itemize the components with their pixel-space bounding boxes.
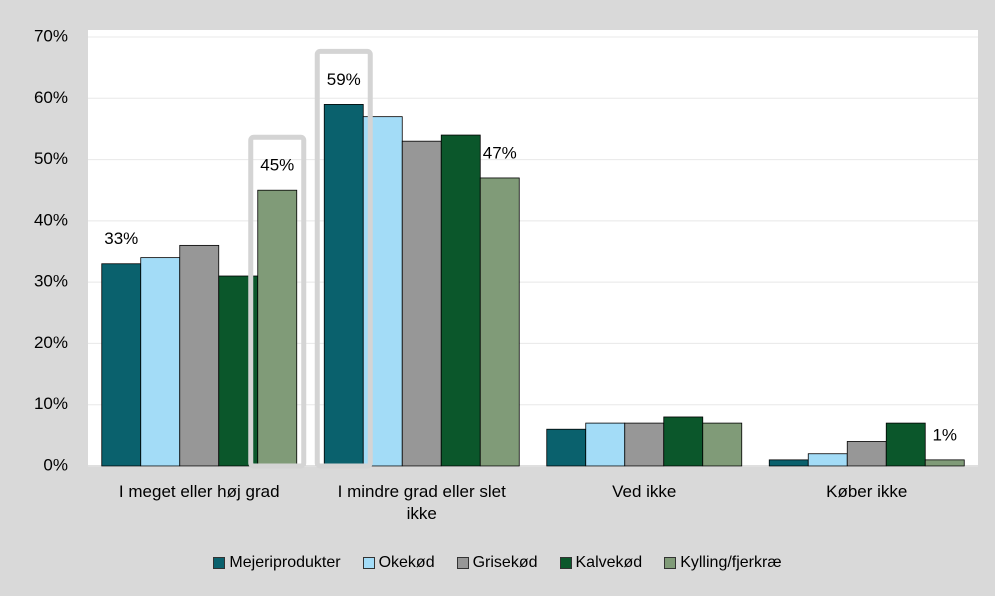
- bar: [807, 453, 848, 467]
- legend-swatch: [456, 557, 469, 569]
- bar: [440, 134, 481, 467]
- bar: [624, 422, 665, 467]
- legend-item: Kylling/fjerkræ: [664, 554, 782, 572]
- legend-swatch: [362, 557, 375, 569]
- legend-label: Kalvekød: [575, 554, 643, 571]
- x-tick-label: Ved ikke: [612, 482, 677, 501]
- legend-item: Kalvekød: [559, 554, 643, 572]
- bar: [846, 441, 887, 467]
- bar: [257, 189, 298, 467]
- bar: [179, 244, 220, 467]
- legend-label: Kylling/fjerkræ: [680, 554, 782, 571]
- x-tick-label: I mindre grad eller slet ikke: [337, 482, 506, 523]
- bar: [585, 422, 626, 467]
- y-tick-label: 10%: [34, 394, 68, 413]
- y-tick-label: 30%: [34, 272, 68, 291]
- x-tick-label: Køber ikke: [826, 482, 908, 501]
- data-label: 59%: [327, 70, 361, 89]
- legend: Mejeriprodukter Okekød Grisekød Kalvekød Kyl…: [0, 554, 995, 572]
- legend-label: Okekød: [378, 554, 435, 571]
- bar: [101, 263, 142, 467]
- y-tick-label: 60%: [34, 88, 68, 107]
- legend-swatch: [559, 557, 572, 569]
- bar: [663, 416, 704, 467]
- bar: [323, 104, 364, 467]
- y-tick-label: 0%: [43, 455, 68, 474]
- bar: [140, 257, 181, 467]
- data-label: 47%: [483, 143, 517, 162]
- legend-swatch: [213, 557, 226, 569]
- bar: [702, 422, 743, 467]
- highlight-box: [314, 48, 373, 469]
- legend-item: Okekød: [362, 554, 435, 572]
- y-tick-label: 70%: [34, 26, 68, 45]
- bar: [401, 140, 442, 467]
- bar: [885, 422, 926, 467]
- x-tick-label: I meget eller høj grad: [118, 482, 280, 501]
- y-tick-label: 20%: [34, 333, 68, 352]
- legend-swatch: [664, 557, 677, 569]
- bar: [924, 459, 965, 467]
- bar: [768, 459, 809, 467]
- legend-item: Mejeriprodukter: [213, 554, 341, 572]
- data-label: 45%: [260, 156, 294, 175]
- data-label: 33%: [104, 229, 138, 248]
- legend-label: Mejeriprodukter: [229, 554, 341, 571]
- legend-item: Grisekød: [456, 554, 538, 572]
- bar: [479, 177, 520, 467]
- data-label: 1%: [932, 425, 957, 444]
- bar: [546, 428, 587, 467]
- y-tick-label: 50%: [34, 149, 68, 168]
- y-tick-label: 40%: [34, 210, 68, 229]
- highlight-box: [248, 134, 307, 469]
- legend-label: Grisekød: [472, 554, 538, 571]
